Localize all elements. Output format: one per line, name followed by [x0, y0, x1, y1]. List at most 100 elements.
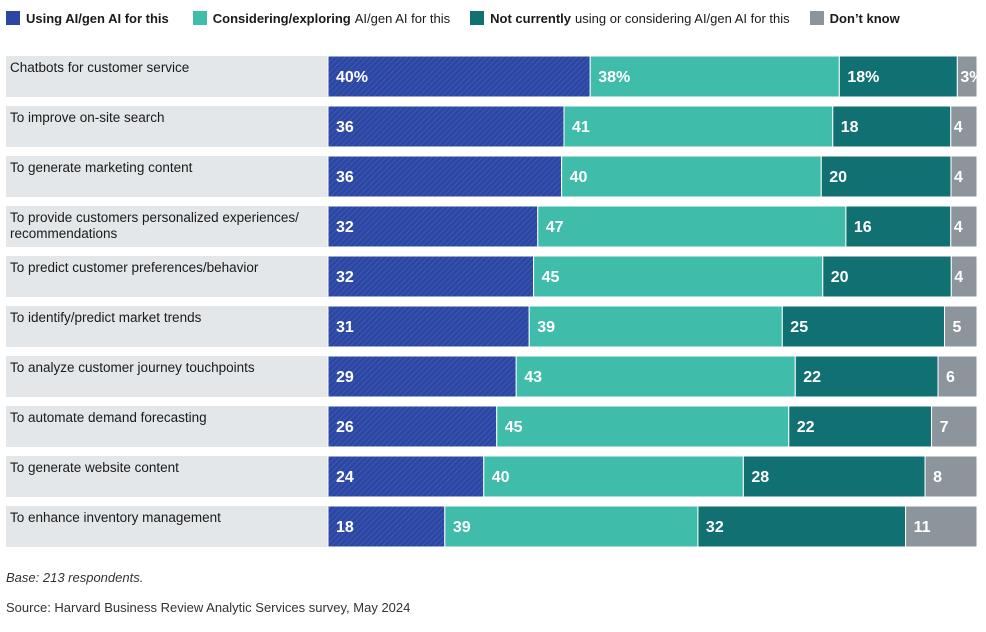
legend: Using AI/gen AI for this Considering/expl…	[6, 8, 924, 28]
data-label: 18	[841, 119, 859, 136]
data-label: 4	[954, 119, 963, 136]
legend-item-3: Not currently using or considering AI/gen…	[470, 11, 790, 26]
bar-segment-series-4	[931, 405, 978, 448]
bar-segment-series-1	[327, 255, 535, 298]
legend-label-bold: Using AI/gen AI for this	[26, 10, 169, 26]
category-label: To provide customers personalized experi…	[10, 210, 299, 225]
data-label: 45	[505, 419, 523, 436]
bar-segment-series-1	[327, 305, 530, 348]
bar-segment-series-2	[561, 155, 822, 198]
row-label-background	[6, 256, 328, 297]
category-label: To enhance inventory management	[10, 510, 221, 525]
bar-segment-series-3	[845, 205, 952, 248]
data-label: 43	[524, 369, 542, 386]
category-label: To identify/predict market trends	[10, 310, 202, 325]
category-label: recommendations	[10, 226, 118, 241]
bar-segment-series-2	[589, 55, 840, 98]
data-label: 4	[954, 169, 963, 186]
bar-segment-series-4	[944, 305, 978, 348]
data-label: 31	[336, 319, 354, 336]
bar-segment-series-1	[327, 205, 539, 248]
legend-item-2: Considering/exploring AI/gen AI for this	[192, 10, 451, 26]
bar-segment-series-2	[537, 205, 847, 248]
bar-segment-series-1	[327, 355, 517, 398]
legend-label-rest: using or considering AI/gen AI for this	[575, 10, 790, 26]
data-label: 45	[542, 269, 560, 286]
row-label-background	[6, 506, 328, 547]
bar-segment-series-2	[483, 455, 744, 498]
bar-segment-series-4	[937, 355, 978, 398]
bar-segment-series-4	[950, 205, 978, 248]
bar-segment-series-3	[788, 405, 933, 448]
category-label: To automate demand forecasting	[10, 410, 207, 425]
category-label: To generate website content	[10, 460, 179, 475]
legend-label-rest: AI/gen AI for this	[354, 10, 451, 26]
legend-label-bold: Considering/exploring	[212, 10, 351, 26]
data-label: 26	[336, 419, 354, 436]
data-label: 18%	[847, 69, 879, 86]
data-label: 7	[940, 419, 949, 436]
legend-item-4: Don’t know	[809, 11, 904, 26]
bar-segment-series-3	[742, 455, 926, 498]
data-label: 40%	[336, 69, 368, 86]
bar-segment-series-3	[832, 105, 952, 148]
row-label-background	[6, 406, 328, 447]
footer-base-note: Base: 213 respondents.	[6, 570, 144, 585]
data-label: 4	[954, 219, 963, 236]
row-label-background	[6, 456, 328, 497]
row-label-background	[6, 356, 328, 397]
bar-segment-series-2	[444, 505, 699, 548]
stacked-bar-chart: Chatbots for customer service 40% 38% 18% 3%…	[6, 55, 983, 548]
data-label: 41	[572, 119, 590, 136]
category-label: To analyze customer journey touchpoints	[10, 360, 255, 375]
data-label: 22	[803, 369, 821, 386]
data-label: 20	[831, 269, 849, 286]
data-label: 39	[453, 519, 471, 536]
row-label-background	[6, 56, 328, 97]
data-label: 18	[336, 519, 354, 536]
data-label: 24	[336, 469, 354, 486]
data-label: 32	[336, 269, 354, 286]
category-label: To improve on-site search	[10, 110, 165, 125]
data-label: 20	[829, 169, 847, 186]
data-label: 36	[336, 169, 354, 186]
legend-item-1: Using AI/gen AI for this	[6, 11, 173, 26]
bar-segment-series-4	[950, 105, 978, 148]
bar-segment-series-2	[563, 105, 834, 148]
bar-segment-series-1	[327, 105, 565, 148]
legend-swatch	[470, 11, 485, 25]
bar-segment-series-4	[950, 255, 978, 298]
row-label-background	[6, 156, 328, 197]
row-label-background	[6, 206, 328, 247]
bar-segment-series-3	[838, 55, 958, 98]
bar-segment-series-3	[820, 155, 952, 198]
bar-segment-series-4	[905, 505, 978, 548]
row-label-background	[6, 106, 328, 147]
data-label: 4	[954, 269, 963, 286]
bar-segment-series-2	[515, 355, 796, 398]
data-label: 3%	[960, 69, 983, 86]
data-label: 16	[854, 219, 872, 236]
data-label: 36	[336, 119, 354, 136]
data-label: 22	[797, 419, 815, 436]
category-label: Chatbots for customer service	[10, 60, 189, 75]
data-label: 32	[336, 219, 354, 236]
bar-segment-series-4	[924, 455, 978, 498]
legend-swatch	[809, 11, 824, 25]
legend-label-bold: Not currently	[490, 10, 572, 26]
data-label: 32	[706, 519, 724, 536]
data-label: 40	[492, 469, 510, 486]
data-label: 39	[537, 319, 555, 336]
data-label: 38%	[598, 69, 630, 86]
bar-segment-series-2	[496, 405, 790, 448]
data-label: 8	[933, 469, 942, 486]
bar-segment-series-4	[950, 155, 978, 198]
data-label: 40	[570, 169, 588, 186]
bar-segment-series-3	[781, 305, 946, 348]
row-label-background	[6, 306, 328, 347]
bar-segment-series-2	[528, 305, 783, 348]
bar-segment-series-3	[697, 505, 907, 548]
legend-swatch	[6, 11, 20, 25]
bar-segment-series-1	[327, 505, 446, 548]
footer-source-note: Source: Harvard Business Review Analytic…	[6, 600, 411, 615]
